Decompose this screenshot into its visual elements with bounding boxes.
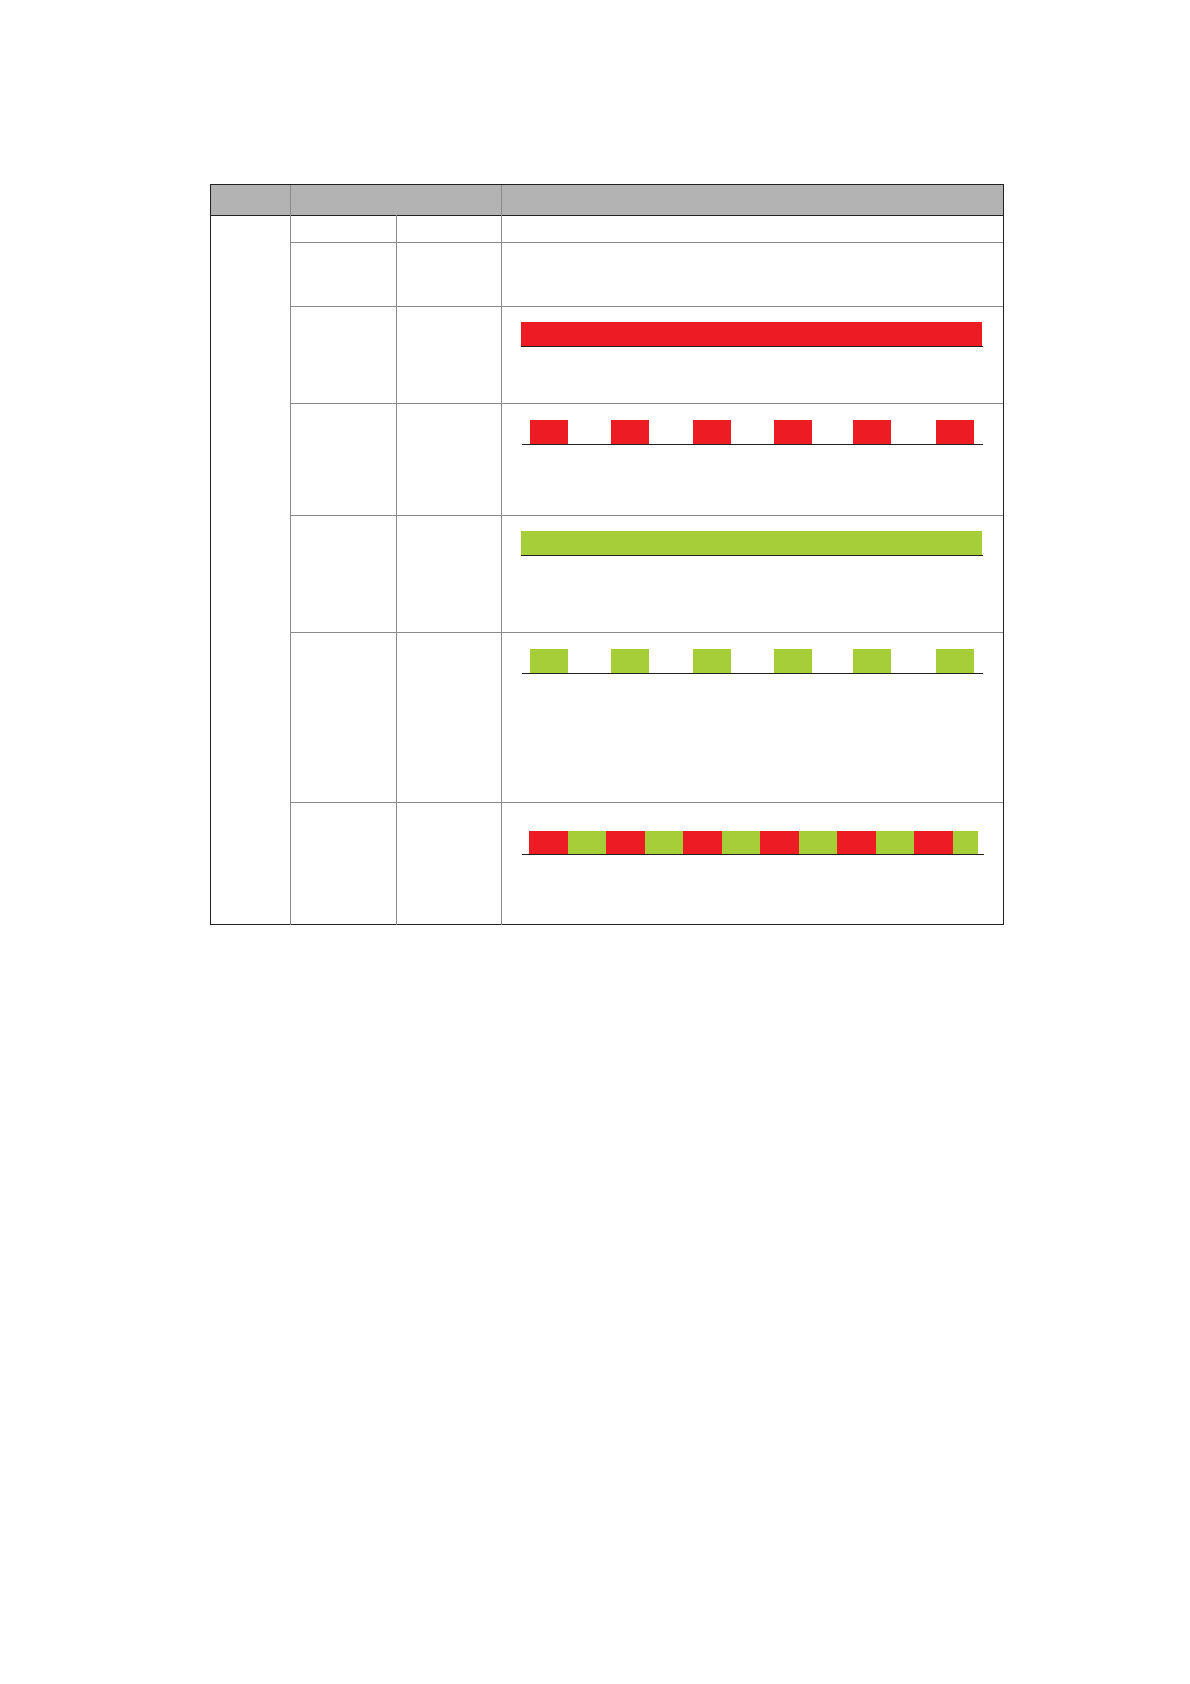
column-divider: [501, 185, 502, 925]
signal-segment-red: [606, 831, 645, 854]
column-divider: [396, 215, 397, 925]
signal-pulse-green: [693, 649, 731, 673]
signal-baseline: [522, 673, 983, 674]
column-divider: [290, 185, 291, 925]
signal-pulse-red: [530, 420, 568, 444]
signal-segment-red: [683, 831, 722, 854]
signal-segment-green: [875, 831, 914, 854]
row-divider: [290, 632, 1003, 633]
signal-table: [210, 184, 1004, 925]
signal-segment-red: [837, 831, 876, 854]
signal-pulse-red: [774, 420, 812, 444]
signal-pulse-green: [936, 649, 974, 673]
signal-solid-green: [521, 531, 982, 555]
signal-pulse-red: [611, 420, 649, 444]
signal-segment-green: [798, 831, 837, 854]
signal-baseline: [521, 555, 983, 556]
signal-segment-red: [760, 831, 799, 854]
signal-solid-red: [521, 322, 982, 346]
signal-segment-red: [914, 831, 953, 854]
signal-baseline: [522, 444, 983, 445]
signal-baseline: [522, 854, 984, 855]
signal-pulse-green: [530, 649, 568, 673]
row-divider: [290, 306, 1003, 307]
signal-pulse-green: [611, 649, 649, 673]
row-divider: [290, 242, 1003, 243]
signal-segment-green: [644, 831, 683, 854]
signal-baseline: [521, 346, 983, 347]
signal-pulse-green: [774, 649, 812, 673]
header-divider: [210, 215, 1004, 216]
row-divider: [290, 802, 1003, 803]
signal-pulse-red: [693, 420, 731, 444]
signal-segment-green: [952, 831, 978, 854]
row-divider: [290, 403, 1003, 404]
signal-pulse-red: [936, 420, 974, 444]
signal-segment-red: [529, 831, 568, 854]
signal-segment-green: [721, 831, 760, 854]
signal-pulse-red: [853, 420, 891, 444]
signal-segment-green: [567, 831, 606, 854]
row-divider: [290, 515, 1003, 516]
signal-pulse-green: [853, 649, 891, 673]
table-header: [211, 185, 1003, 215]
